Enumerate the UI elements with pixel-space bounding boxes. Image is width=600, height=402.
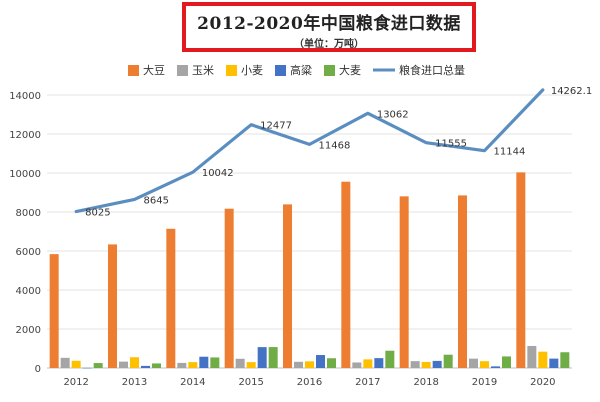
bar	[374, 358, 384, 368]
bar	[549, 358, 559, 368]
data-label: 11468	[319, 140, 351, 151]
bar	[235, 358, 245, 368]
x-tick-label: 2017	[355, 377, 380, 388]
data-label: 13062	[377, 109, 409, 120]
bar	[268, 347, 278, 368]
y-tick-label: 14000	[9, 91, 41, 102]
data-label: 8645	[144, 195, 169, 206]
bar	[152, 363, 161, 368]
legend-swatch	[226, 65, 237, 76]
bar	[316, 355, 325, 368]
bar	[341, 181, 351, 368]
title-box: 2012-2020年中国粮食进口数据 （单位：万吨）	[182, 2, 476, 52]
bar	[82, 367, 92, 369]
bar	[246, 362, 256, 368]
bar	[480, 361, 489, 368]
bar	[491, 366, 500, 368]
bar	[458, 195, 467, 368]
legend-label: 大麦	[339, 63, 361, 77]
bar	[516, 172, 526, 368]
legend-label: 粮食进口总量	[399, 63, 465, 77]
bar	[188, 362, 198, 368]
bar	[257, 347, 267, 368]
bar	[560, 352, 570, 368]
bar	[469, 358, 478, 368]
legend-swatch	[177, 65, 188, 76]
bar	[538, 351, 548, 368]
data-label: 8025	[85, 208, 110, 219]
legend-label: 高粱	[290, 63, 312, 77]
bar	[93, 363, 103, 368]
bar	[385, 350, 395, 368]
legend-swatch	[128, 65, 139, 76]
bar	[49, 254, 59, 368]
legend-label: 小麦	[241, 64, 263, 77]
chart-title: 2012-2020年中国粮食进口数据	[197, 14, 461, 34]
data-label: 10042	[202, 168, 234, 179]
x-tick-label: 2019	[472, 377, 497, 388]
bar	[177, 362, 187, 368]
bar	[71, 360, 81, 368]
y-tick-label: 12000	[9, 130, 41, 141]
data-label: 12477	[260, 121, 292, 132]
bar	[108, 244, 117, 368]
bar	[166, 228, 176, 368]
x-tick-label: 2013	[122, 377, 147, 388]
legend-label: 玉米	[192, 64, 214, 77]
x-tick-label: 2014	[180, 377, 205, 388]
bar	[294, 361, 303, 368]
y-tick-label: 0	[35, 364, 41, 375]
bar	[119, 361, 128, 368]
bar	[352, 362, 362, 368]
bar	[363, 359, 373, 368]
y-tick-label: 2000	[16, 325, 41, 336]
bar	[399, 196, 409, 368]
bar	[327, 358, 336, 368]
bar	[224, 208, 234, 368]
x-tick-label: 2018	[413, 377, 438, 388]
data-label: 11144	[494, 147, 526, 158]
bar	[421, 361, 431, 368]
bar	[410, 361, 420, 368]
bar	[283, 204, 292, 368]
bar	[305, 361, 314, 368]
x-tick-label: 2016	[297, 377, 322, 388]
bar	[199, 356, 209, 368]
y-tick-label: 8000	[16, 208, 41, 219]
y-tick-label: 4000	[16, 286, 41, 297]
x-tick-label: 2015	[238, 377, 263, 388]
bar	[502, 356, 511, 368]
data-label: 14262.1	[551, 86, 592, 97]
x-tick-label: 2012	[63, 377, 88, 388]
legend-swatch	[275, 65, 286, 76]
total-line	[74, 88, 545, 214]
chart-subtitle: （单位：万吨）	[294, 39, 364, 50]
bar	[60, 357, 70, 368]
data-label: 11555	[435, 139, 467, 150]
legend-swatch	[324, 65, 335, 76]
bar	[141, 365, 150, 368]
legend-label: 大豆	[143, 63, 165, 77]
y-tick-label: 6000	[16, 247, 41, 258]
y-tick-label: 10000	[9, 169, 41, 180]
bar	[130, 357, 139, 368]
x-tick-label: 2020	[530, 377, 555, 388]
bar	[443, 354, 453, 368]
bar	[527, 345, 537, 368]
bar	[432, 360, 442, 368]
bar	[210, 357, 220, 368]
